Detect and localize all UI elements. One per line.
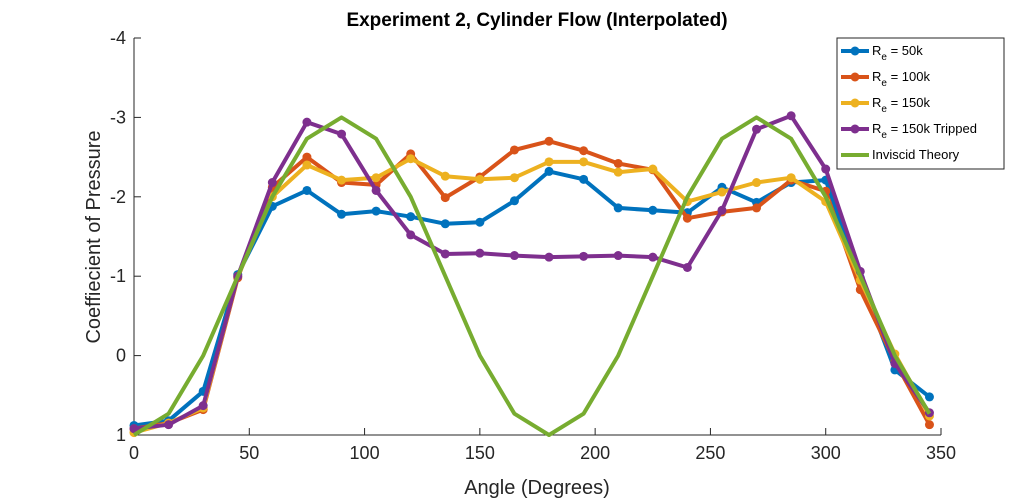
data-point: [371, 206, 381, 216]
legend-label: Inviscid Theory: [872, 147, 960, 162]
legend-entry[interactable]: Re = 50k: [841, 43, 923, 63]
series-1: [129, 166, 934, 430]
data-point: [302, 185, 312, 195]
data-point: [752, 203, 762, 213]
y-tick-label: -1: [110, 266, 126, 286]
legend-marker: [850, 124, 860, 134]
data-point: [717, 205, 727, 215]
data-point: [613, 251, 623, 261]
data-point: [717, 187, 727, 197]
legend-marker: [850, 98, 860, 108]
series-4: [129, 111, 934, 434]
data-point: [579, 157, 589, 167]
legend[interactable]: Re = 50k Re = 100k Re = 150k Re = 150k Trip…: [836, 37, 1005, 170]
data-point: [475, 174, 485, 184]
data-point: [613, 158, 623, 168]
x-tick-label: 0: [129, 443, 139, 463]
y-tick-label: -4: [110, 28, 126, 48]
data-point: [406, 154, 416, 164]
data-point: [337, 129, 347, 139]
data-point: [613, 167, 623, 177]
data-point: [509, 251, 519, 261]
legend-entry[interactable]: Re = 100k: [841, 69, 930, 89]
data-point: [509, 173, 519, 183]
data-point: [682, 213, 692, 223]
y-tick-label: -2: [110, 187, 126, 207]
legend-label: Re = 150k: [872, 95, 930, 115]
data-point: [648, 252, 658, 262]
y-tick-label: 0: [116, 346, 126, 366]
data-point: [440, 249, 450, 259]
data-point: [509, 145, 519, 155]
data-point: [579, 146, 589, 156]
legend-label: Re = 50k: [872, 43, 923, 63]
data-point: [648, 205, 658, 215]
legend-entry[interactable]: Re = 150k Tripped: [841, 121, 977, 141]
legend-entry[interactable]: Re = 150k: [841, 95, 930, 115]
data-point: [544, 136, 554, 146]
data-point: [475, 248, 485, 258]
data-point: [440, 171, 450, 181]
series-line: [133, 113, 932, 431]
data-point: [786, 111, 796, 121]
data-point: [752, 178, 762, 188]
legend-entry[interactable]: Inviscid Theory: [841, 147, 960, 162]
x-tick-label: 350: [926, 443, 956, 463]
x-tick-label: 150: [465, 443, 495, 463]
data-point: [371, 173, 381, 183]
data-point: [924, 392, 934, 402]
data-point: [371, 185, 381, 195]
data-point: [302, 152, 312, 162]
x-tick-label: 50: [239, 443, 259, 463]
data-point: [337, 209, 347, 219]
data-point: [509, 196, 519, 206]
data-point: [752, 124, 762, 134]
series-line: [132, 115, 932, 437]
series-line: [133, 156, 932, 435]
legend-label: Re = 100k: [872, 69, 930, 89]
data-point: [267, 178, 277, 188]
data-point: [579, 174, 589, 184]
series-5: [132, 115, 932, 437]
data-point: [786, 173, 796, 183]
series-3: [129, 154, 934, 438]
series-layer: [129, 111, 934, 438]
y-axis-label: Coeffiecient of Pressure: [83, 130, 105, 343]
data-point: [544, 157, 554, 167]
x-axis-label: Angle (Degrees): [464, 477, 610, 499]
data-point: [129, 424, 139, 434]
legend-marker: [850, 72, 860, 82]
data-point: [164, 420, 174, 430]
series-line: [133, 169, 931, 428]
y-tick-label: -3: [110, 107, 126, 127]
data-point: [440, 193, 450, 203]
legend-label: Re = 150k Tripped: [872, 121, 977, 141]
x-tick-label: 300: [811, 443, 841, 463]
x-tick-label: 100: [350, 443, 380, 463]
legend-marker: [850, 46, 860, 56]
data-point: [544, 252, 554, 262]
data-point: [198, 401, 208, 411]
data-point: [337, 175, 347, 185]
data-point: [924, 420, 934, 430]
data-point: [821, 164, 831, 174]
y-tick-label: 1: [116, 425, 126, 445]
data-point: [544, 166, 554, 176]
data-point: [406, 230, 416, 240]
data-point: [406, 212, 416, 222]
x-tick-label: 200: [580, 443, 610, 463]
chart-title: Experiment 2, Cylinder Flow (Interpolate…: [346, 10, 727, 31]
data-point: [302, 117, 312, 127]
data-point: [579, 251, 589, 261]
data-point: [302, 160, 312, 170]
data-point: [648, 164, 658, 174]
data-point: [613, 203, 623, 213]
data-point: [475, 217, 485, 227]
data-point: [682, 262, 692, 272]
data-point: [440, 219, 450, 229]
x-tick-label: 250: [695, 443, 725, 463]
